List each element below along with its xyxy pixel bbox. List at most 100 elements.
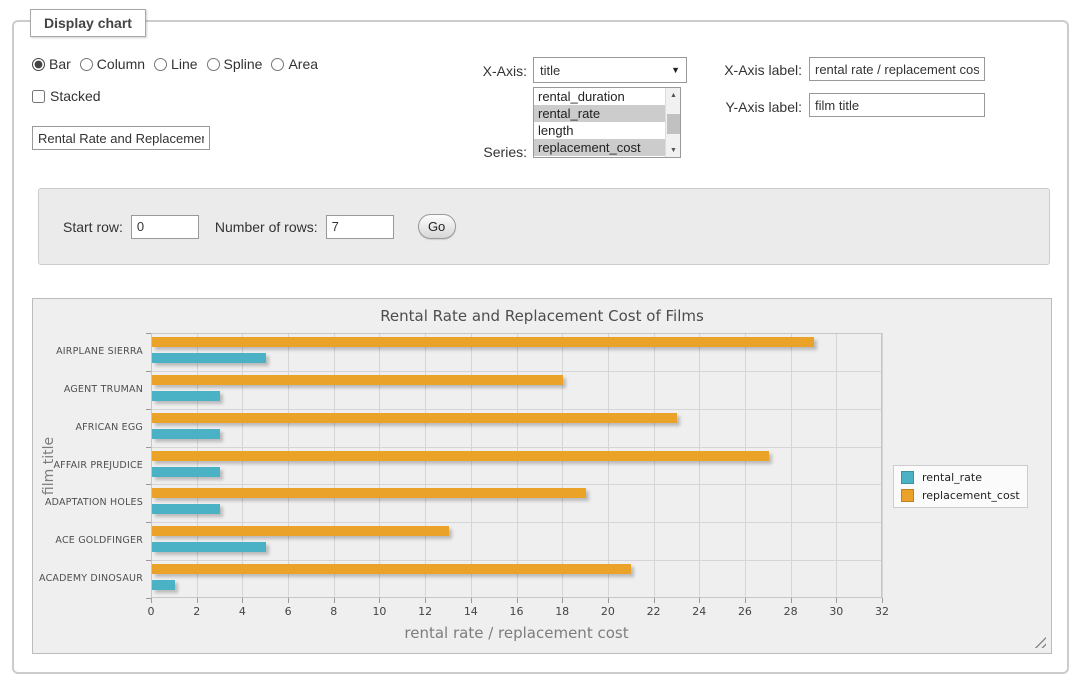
chart-type-option-column: Column <box>80 56 145 72</box>
chart-type-option-spline: Spline <box>207 56 263 72</box>
category-label-3: AFFAIR PREJUDICE <box>35 459 143 473</box>
scroll-up-icon[interactable]: ▲ <box>666 88 681 102</box>
chart-x-axis-title: rental rate / replacement cost <box>151 624 882 642</box>
start-row-input[interactable] <box>131 215 199 239</box>
category-label-0: AIRPLANE SIERRA <box>35 345 143 359</box>
x-tick-mark-24 <box>699 598 700 603</box>
scrollbar-thumb[interactable] <box>667 114 680 134</box>
chart-legend: rental_rate replacement_cost <box>893 465 1028 508</box>
x-axis-label-caption: X-Axis label: <box>710 62 802 78</box>
series-option-length[interactable]: length <box>534 122 665 139</box>
chart-type-radio-column[interactable] <box>80 58 93 71</box>
y-axis-label-input[interactable] <box>809 93 985 117</box>
legend-row-replacement_cost: replacement_cost <box>901 489 1020 502</box>
bar-replacement_cost-1 <box>152 375 563 385</box>
x-tick-mark-0 <box>151 598 152 603</box>
fieldset-legend: Display chart <box>30 9 146 37</box>
chart-type-radio-label: Line <box>171 56 197 72</box>
x-tick-label-32: 32 <box>867 605 897 618</box>
x-tick-mark-20 <box>608 598 609 603</box>
x-tick-mark-32 <box>882 598 883 603</box>
stacked-checkbox-row: Stacked <box>32 88 101 104</box>
chart-container: Rental Rate and Replacement Cost of Film… <box>32 298 1052 654</box>
num-rows-input[interactable] <box>326 215 394 239</box>
chart-type-radio-label: Column <box>97 56 145 72</box>
x-axis-select-label: X-Axis: <box>442 63 527 79</box>
bar-replacement_cost-6 <box>152 564 631 574</box>
category-label-4: ADAPTATION HOLES <box>35 496 143 510</box>
x-tick-mark-16 <box>517 598 518 603</box>
x-tick-label-10: 10 <box>364 605 394 618</box>
num-rows-label: Number of rows: <box>215 219 318 235</box>
x-tick-label-30: 30 <box>821 605 851 618</box>
x-tick-label-22: 22 <box>639 605 669 618</box>
resize-handle[interactable] <box>1034 636 1046 648</box>
bar-rental_rate-5 <box>152 542 266 552</box>
series-scrollbar[interactable]: ▲ ▼ <box>665 88 680 157</box>
bar-rental_rate-0 <box>152 353 266 363</box>
bar-replacement_cost-0 <box>152 337 814 347</box>
x-tick-mark-10 <box>379 598 380 603</box>
series-option-rental_duration[interactable]: rental_duration <box>534 88 665 105</box>
page: { "fieldset": { "legend": "Display chart… <box>0 0 1081 681</box>
x-tick-label-20: 20 <box>593 605 623 618</box>
bar-replacement_cost-5 <box>152 526 449 536</box>
y-axis-label-caption: Y-Axis label: <box>710 99 802 115</box>
chart-type-radio-label: Bar <box>49 56 71 72</box>
legend-label-replacement_cost: replacement_cost <box>922 489 1020 502</box>
stacked-checkbox[interactable] <box>32 90 45 103</box>
x-tick-label-4: 4 <box>227 605 257 618</box>
x-tick-label-18: 18 <box>547 605 577 618</box>
x-tick-label-14: 14 <box>456 605 486 618</box>
x-tick-mark-22 <box>654 598 655 603</box>
bar-replacement_cost-3 <box>152 451 769 461</box>
bar-rental_rate-2 <box>152 429 220 439</box>
x-tick-mark-14 <box>471 598 472 603</box>
x-tick-mark-4 <box>242 598 243 603</box>
bar-rental_rate-4 <box>152 504 220 514</box>
x-tick-label-0: 0 <box>136 605 166 618</box>
x-axis-select[interactable]: title ▼ <box>533 57 687 83</box>
legend-label-rental_rate: rental_rate <box>922 471 982 484</box>
chart-type-radio-label: Spline <box>224 56 263 72</box>
x-axis-label-input[interactable] <box>809 57 985 81</box>
x-tick-mark-28 <box>791 598 792 603</box>
bar-rental_rate-1 <box>152 391 220 401</box>
legend-swatch-rental_rate <box>901 471 914 484</box>
x-tick-label-26: 26 <box>730 605 760 618</box>
chart-type-radio-spline[interactable] <box>207 58 220 71</box>
bar-replacement_cost-2 <box>152 413 677 423</box>
series-option-rental_rate[interactable]: rental_rate <box>534 105 665 122</box>
scroll-down-icon[interactable]: ▼ <box>666 143 681 157</box>
chart-title-input[interactable] <box>32 126 210 150</box>
series-option-replacement_cost[interactable]: replacement_cost <box>534 139 665 156</box>
stacked-label: Stacked <box>50 88 101 104</box>
category-label-5: ACE GOLDFINGER <box>35 534 143 548</box>
chart-type-radio-line[interactable] <box>154 58 167 71</box>
category-label-1: AGENT TRUMAN <box>35 383 143 397</box>
chart-type-radio-label: Area <box>288 56 318 72</box>
x-tick-label-24: 24 <box>684 605 714 618</box>
x-tick-mark-18 <box>562 598 563 603</box>
legend-swatch-replacement_cost <box>901 489 914 502</box>
bar-rental_rate-6 <box>152 580 175 590</box>
x-tick-label-16: 16 <box>502 605 532 618</box>
x-tick-mark-30 <box>836 598 837 603</box>
x-tick-mark-8 <box>334 598 335 603</box>
chart-type-option-bar: Bar <box>32 56 71 72</box>
x-tick-mark-2 <box>197 598 198 603</box>
plot-area-border <box>151 333 882 598</box>
series-listbox[interactable]: rental_durationrental_ratelengthreplacem… <box>533 87 681 158</box>
go-button[interactable]: Go <box>418 214 456 239</box>
chevron-down-icon: ▼ <box>671 65 680 75</box>
legend-row-rental_rate: rental_rate <box>901 471 1020 484</box>
chart-type-option-area: Area <box>271 56 318 72</box>
row-controls-panel: Start row: Number of rows: Go <box>38 188 1050 265</box>
x-tick-label-8: 8 <box>319 605 349 618</box>
x-tick-mark-26 <box>745 598 746 603</box>
series-options: rental_durationrental_ratelengthreplacem… <box>534 88 665 157</box>
chart-type-radio-bar[interactable] <box>32 58 45 71</box>
chart-type-radio-area[interactable] <box>271 58 284 71</box>
chart-type-option-line: Line <box>154 56 197 72</box>
series-listbox-label: Series: <box>442 144 527 160</box>
